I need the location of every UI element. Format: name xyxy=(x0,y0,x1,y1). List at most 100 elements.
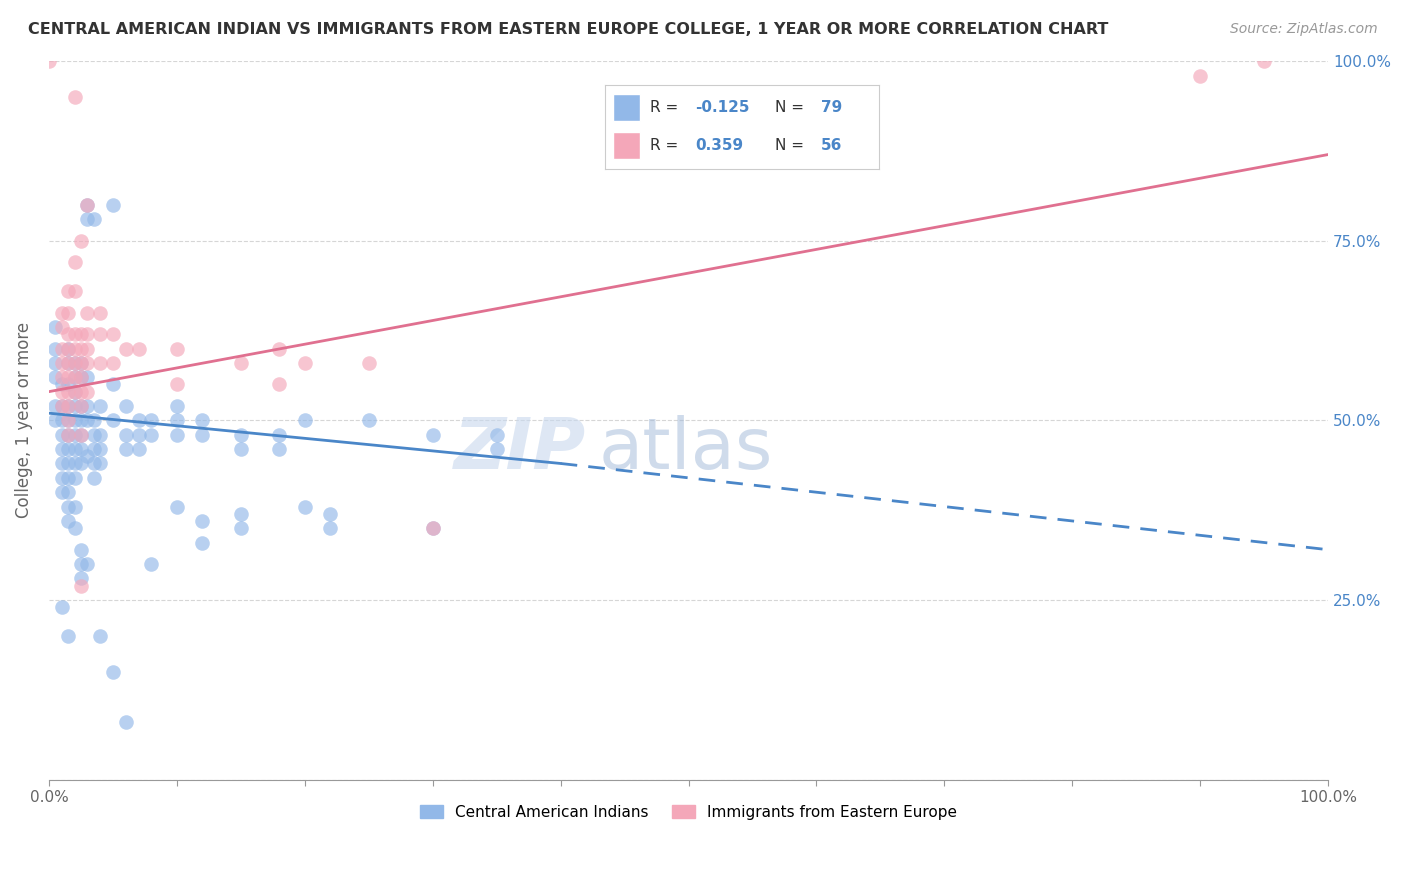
Point xyxy=(51,342,73,356)
Point xyxy=(63,500,86,514)
Point xyxy=(83,212,105,227)
Point xyxy=(63,427,86,442)
Point xyxy=(101,327,124,342)
Point xyxy=(70,557,93,571)
Point xyxy=(56,399,79,413)
Point xyxy=(63,384,86,399)
Point xyxy=(101,356,124,370)
Point xyxy=(485,442,508,456)
Point xyxy=(114,427,136,442)
Text: N =: N = xyxy=(775,138,808,153)
Point xyxy=(269,442,291,456)
Point xyxy=(70,427,93,442)
Point xyxy=(83,457,105,471)
Point xyxy=(63,370,86,384)
Point xyxy=(56,399,79,413)
Point xyxy=(63,413,86,427)
Point xyxy=(63,442,86,456)
Point xyxy=(63,457,86,471)
Point xyxy=(76,198,98,212)
Point xyxy=(166,413,188,427)
Point xyxy=(294,356,316,370)
Point xyxy=(70,399,93,413)
Point xyxy=(63,327,86,342)
Point xyxy=(51,413,73,427)
Point xyxy=(51,457,73,471)
Point xyxy=(319,507,342,521)
Point xyxy=(51,320,73,334)
Point xyxy=(70,579,93,593)
Point xyxy=(191,535,214,549)
Y-axis label: College, 1 year or more: College, 1 year or more xyxy=(15,322,32,518)
Point xyxy=(89,305,111,319)
Point xyxy=(101,377,124,392)
Point xyxy=(56,342,79,356)
Text: R =: R = xyxy=(650,100,683,115)
Point xyxy=(51,471,73,485)
Point xyxy=(56,327,79,342)
Point xyxy=(70,571,93,585)
Point xyxy=(229,507,252,521)
Point xyxy=(319,521,342,535)
Point xyxy=(83,442,105,456)
Point xyxy=(63,370,86,384)
Point xyxy=(51,377,73,392)
Point xyxy=(70,234,93,248)
Point xyxy=(114,442,136,456)
Point xyxy=(51,370,73,384)
Point xyxy=(63,255,86,269)
Point xyxy=(56,471,79,485)
Point xyxy=(63,399,86,413)
Point xyxy=(191,514,214,528)
Point xyxy=(44,370,66,384)
Point xyxy=(51,399,73,413)
Point xyxy=(56,427,79,442)
Point xyxy=(56,427,79,442)
Point xyxy=(70,370,93,384)
Text: CENTRAL AMERICAN INDIAN VS IMMIGRANTS FROM EASTERN EUROPE COLLEGE, 1 YEAR OR MOR: CENTRAL AMERICAN INDIAN VS IMMIGRANTS FR… xyxy=(28,22,1108,37)
Point xyxy=(141,427,163,442)
Point xyxy=(128,342,150,356)
Point xyxy=(56,305,79,319)
Point xyxy=(56,413,79,427)
Point xyxy=(166,500,188,514)
Point xyxy=(89,327,111,342)
Point xyxy=(51,485,73,500)
Point xyxy=(128,442,150,456)
Point xyxy=(76,413,98,427)
Text: 56: 56 xyxy=(821,138,842,153)
Point xyxy=(63,342,86,356)
Point xyxy=(70,342,93,356)
Point xyxy=(70,399,93,413)
Bar xyxy=(613,94,640,121)
Point xyxy=(56,356,79,370)
Point xyxy=(44,399,66,413)
Point xyxy=(70,384,93,399)
Point xyxy=(422,427,444,442)
Point xyxy=(76,399,98,413)
Point xyxy=(422,521,444,535)
Point xyxy=(101,413,124,427)
Point xyxy=(101,198,124,212)
Bar xyxy=(613,132,640,160)
Point xyxy=(89,457,111,471)
Point xyxy=(38,54,60,69)
Point xyxy=(63,384,86,399)
Point xyxy=(269,342,291,356)
Point xyxy=(51,442,73,456)
Point xyxy=(89,427,111,442)
Point xyxy=(56,485,79,500)
Point xyxy=(51,305,73,319)
Text: Source: ZipAtlas.com: Source: ZipAtlas.com xyxy=(1230,22,1378,37)
Point xyxy=(63,471,86,485)
Point xyxy=(229,521,252,535)
Text: 0.359: 0.359 xyxy=(695,138,744,153)
Point xyxy=(229,442,252,456)
Point xyxy=(56,384,79,399)
Point xyxy=(294,413,316,427)
Point xyxy=(76,384,98,399)
Point xyxy=(89,442,111,456)
Point xyxy=(63,521,86,535)
Text: N =: N = xyxy=(775,100,808,115)
Point xyxy=(229,427,252,442)
